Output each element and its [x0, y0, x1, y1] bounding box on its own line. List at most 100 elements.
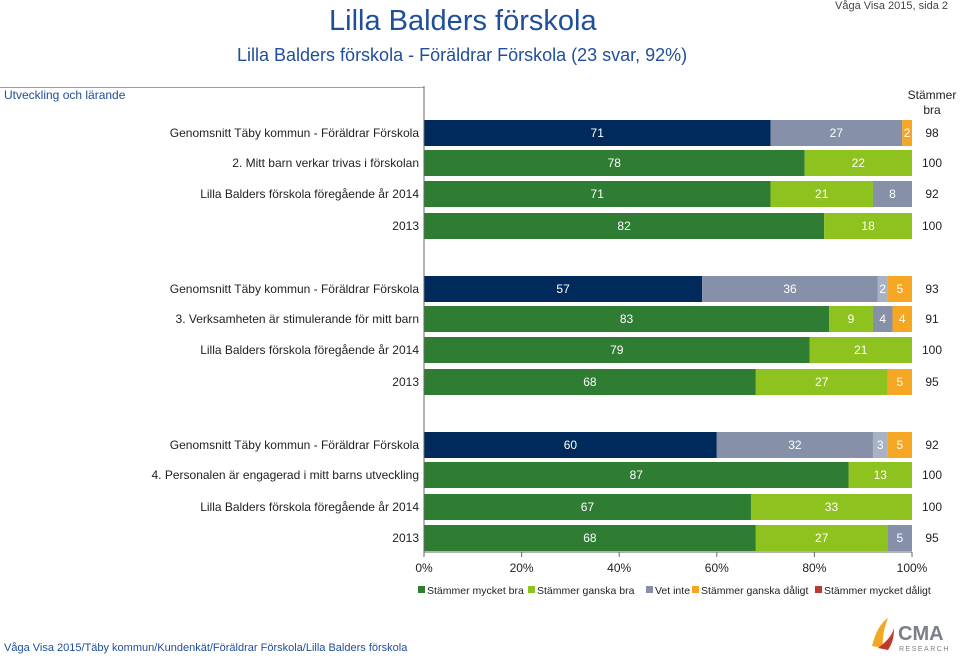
total-value: 98 — [925, 126, 939, 140]
right-header-line2: bra — [923, 103, 941, 117]
segment-label: 18 — [861, 219, 875, 233]
bar-segment — [424, 525, 756, 551]
bar-segment — [887, 276, 912, 302]
row-label: 2013 — [392, 531, 419, 545]
logo-wordmark: CMA — [898, 623, 944, 645]
row-label: 3. Verksamheten är stimulerande för mitt… — [176, 312, 419, 326]
legend-label: Stämmer ganska bra — [537, 585, 635, 597]
bar-segment — [424, 494, 751, 520]
sail-icon — [872, 618, 888, 648]
segment-label: 79 — [610, 343, 624, 357]
bar-segment — [755, 369, 888, 395]
x-tick-label: 0% — [415, 561, 433, 575]
bar-segment — [424, 432, 717, 458]
segment-label: 0 — [913, 156, 920, 170]
segment-label: 27 — [815, 531, 829, 545]
bar-segment — [848, 462, 912, 488]
segment-label: 68 — [583, 531, 597, 545]
page-reference: Våga Visa 2015, sida 2 — [835, 0, 948, 12]
bar-segment — [424, 462, 849, 488]
segment-label: 9 — [848, 312, 855, 326]
segment-label: 0 — [913, 375, 920, 389]
segment-label: 4 — [899, 312, 906, 326]
total-value: 91 — [925, 312, 939, 326]
segment-label: 27 — [830, 126, 844, 140]
bar-segment — [770, 120, 903, 146]
legend-label: Stämmer mycket dåligt — [824, 585, 931, 597]
segment-label: 21 — [854, 343, 868, 357]
x-tick-label: 80% — [802, 561, 826, 575]
segment-label: 67 — [581, 500, 595, 514]
bar-segment — [902, 120, 912, 146]
bar-segment — [755, 525, 888, 551]
segment-label: 36 — [783, 282, 797, 296]
right-header-line1: Stämmer — [908, 88, 957, 102]
bar-segment — [892, 306, 912, 332]
row-label: 2013 — [392, 219, 419, 233]
segment-label: 60 — [564, 438, 578, 452]
total-value: 100 — [922, 219, 942, 233]
bar-segment — [887, 432, 912, 458]
bar-segment — [424, 337, 810, 363]
page-title: Lilla Balders förskola — [329, 5, 597, 37]
bar-segment — [804, 150, 912, 176]
section-divider — [0, 87, 424, 88]
legend-label: Stämmer ganska dåligt — [701, 585, 808, 597]
bar-segment — [770, 181, 873, 207]
row-label: 4. Personalen är engagerad i mitt barns … — [152, 468, 420, 482]
row-label: Lilla Balders förskola föregående år 201… — [200, 187, 419, 201]
bar-segment — [809, 337, 912, 363]
segment-label: 71 — [591, 126, 605, 140]
total-value: 93 — [925, 282, 939, 296]
bar-segment — [872, 432, 888, 458]
x-tick-label: 40% — [607, 561, 631, 575]
x-tick-label: 20% — [510, 561, 534, 575]
row-label: 2013 — [392, 375, 419, 389]
row-label: Genomsnitt Täby kommun - Föräldrar Försk… — [170, 282, 420, 296]
segment-label: 5 — [896, 438, 903, 452]
segment-label: 0 — [913, 343, 920, 357]
segment-label: 27 — [815, 375, 829, 389]
bar-segment — [424, 150, 805, 176]
bar-segment — [702, 276, 878, 302]
total-value: 100 — [922, 156, 942, 170]
total-value: 100 — [922, 343, 942, 357]
segment-label: 0 — [913, 500, 920, 514]
total-value: 92 — [925, 438, 939, 452]
bar-segment — [887, 525, 912, 551]
footer-source: Våga Visa 2015/Täby kommun/Kundenkät/För… — [4, 642, 408, 654]
segment-label: 2 — [904, 126, 911, 140]
cma-logo: CMA RESEARCH — [868, 616, 954, 659]
segment-label: 71 — [591, 187, 605, 201]
bar-segment — [424, 276, 703, 302]
segment-label: 68 — [583, 375, 597, 389]
segment-label: 0 — [913, 468, 920, 482]
total-value: 95 — [925, 375, 939, 389]
segment-label: 8 — [889, 187, 896, 201]
bar-segment — [716, 432, 873, 458]
bar-segment — [424, 181, 771, 207]
segment-label: 0 — [913, 438, 920, 452]
bar-segment — [872, 181, 912, 207]
row-label: Lilla Balders förskola föregående år 201… — [200, 500, 419, 514]
segment-label: 0 — [913, 187, 920, 201]
segment-label: 0 — [913, 219, 920, 233]
bar-segment — [824, 213, 912, 239]
row-label: Lilla Balders förskola föregående år 201… — [200, 343, 419, 357]
segment-label: 87 — [630, 468, 644, 482]
segment-label: 22 — [852, 156, 866, 170]
section-label: Utveckling och lärande — [4, 88, 126, 102]
segment-label: 78 — [608, 156, 622, 170]
segment-label: 4 — [879, 312, 886, 326]
row-label: 2. Mitt barn verkar trivas i förskolan — [232, 156, 419, 170]
total-value: 92 — [925, 187, 939, 201]
row-label: Genomsnitt Täby kommun - Föräldrar Försk… — [170, 126, 420, 140]
x-tick-label: 100% — [897, 561, 928, 575]
total-value: 95 — [925, 531, 939, 545]
segment-label: 21 — [815, 187, 829, 201]
page-subtitle: Lilla Balders förskola - Föräldrar Försk… — [237, 45, 688, 65]
segment-label: 32 — [788, 438, 802, 452]
legend-label: Vet inte — [655, 585, 690, 597]
bar-segment — [424, 120, 771, 146]
